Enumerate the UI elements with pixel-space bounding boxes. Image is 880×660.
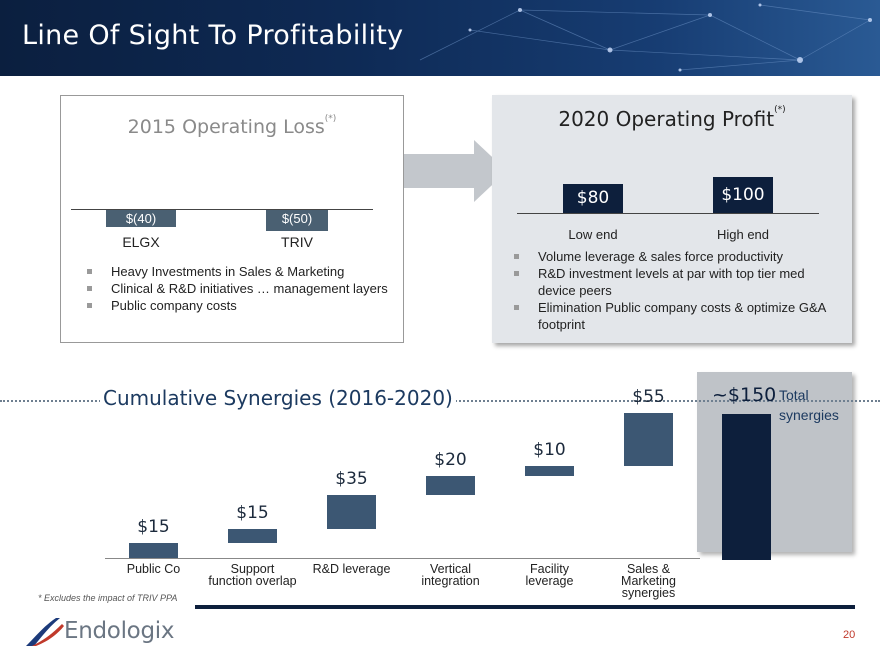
profit-bullet-item: Volume leverage & sales force productivi…	[512, 248, 832, 265]
synergy-step-bar	[426, 475, 475, 495]
loss-category-triv: TRIV	[281, 234, 313, 250]
loss-bullet-list: Heavy Investments in Sales & Marketing C…	[85, 263, 405, 314]
profit-bar-low-end: $80	[563, 184, 623, 213]
synergy-step-value: $35	[335, 468, 368, 489]
loss-category-elgx: ELGX	[122, 234, 160, 250]
loss-bar-triv: $(50)	[266, 210, 328, 231]
synergy-category-label: R&D leverage	[312, 562, 391, 576]
page-number: 20	[843, 629, 856, 641]
synergies-baseline	[105, 558, 700, 559]
synergy-step-value: $55	[632, 386, 665, 407]
operating-loss-title: 2015 Operating Loss(*)	[127, 114, 337, 138]
profit-bullet-item: R&D investment levels at par with top ti…	[512, 265, 832, 299]
profit-bar-high-end: $100	[713, 177, 773, 213]
synergy-step-bar	[129, 543, 178, 558]
profit-category-high-end: High end	[716, 227, 770, 242]
loss-bullet-item: Clinical & R&D initiatives … management …	[85, 280, 405, 297]
synergy-category-label: Support function overlap	[208, 562, 297, 588]
synergy-step-bar	[525, 465, 574, 476]
profit-category-low-end: Low end	[568, 227, 618, 242]
total-synergies-bar	[722, 414, 771, 560]
slide-header: Line Of Sight To Profitability	[0, 0, 880, 76]
synergy-step-value: $10	[533, 439, 566, 460]
endologix-logo-icon	[26, 618, 64, 646]
right-arrow-icon	[404, 140, 507, 202]
operating-loss-panel: 2015 Operating Loss(*) $(40) $(50) ELGX …	[60, 95, 404, 343]
logo-wordmark: Endologix	[64, 618, 175, 644]
loss-axis-line	[71, 209, 373, 210]
profit-bullet-item: Elimination Public company costs & optim…	[512, 299, 832, 333]
synergy-category-label: Public Co	[126, 562, 181, 576]
synergies-title: Cumulative Synergies (2016-2020)	[100, 386, 456, 410]
synergy-step-bar	[228, 528, 277, 544]
synergy-category-label: Vertical integration	[421, 562, 480, 588]
operating-profit-panel: 2020 Operating Profit(*) $80 $100 Low en…	[492, 95, 852, 343]
slide-title: Line Of Sight To Profitability	[22, 20, 404, 51]
footer-rule	[195, 605, 855, 609]
synergy-category-label: Sales & Marketing synergies	[621, 562, 676, 600]
synergy-step-bar	[327, 494, 376, 529]
total-synergies-label: Total synergies	[779, 387, 839, 423]
loss-bar-elgx: $(40)	[106, 210, 176, 227]
operating-profit-title: 2020 Operating Profit(*)	[558, 105, 786, 131]
profit-bullet-list: Volume leverage & sales force productivi…	[512, 248, 832, 333]
loss-bullet-item: Heavy Investments in Sales & Marketing	[85, 263, 405, 280]
synergy-step-value: $15	[236, 502, 269, 523]
synergy-step-value: $20	[434, 449, 467, 470]
synergy-step-value: $15	[137, 517, 170, 538]
synergy-step-bar	[624, 412, 673, 466]
loss-bullet-item: Public company costs	[85, 297, 405, 314]
profit-axis-line	[517, 213, 819, 214]
footnote: * Excludes the impact of TRIV PPA	[38, 593, 178, 603]
total-synergies-value: ~$150	[712, 384, 777, 406]
synergy-category-label: Facility leverage	[525, 562, 574, 588]
network-background-graphic	[419, 3, 872, 72]
